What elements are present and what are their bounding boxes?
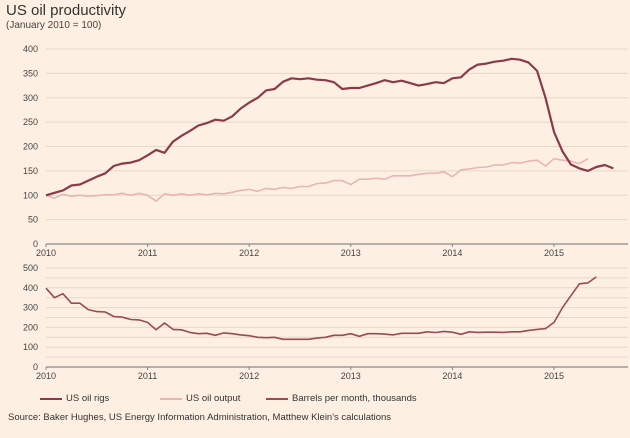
x-tick-label: 2014 [442,371,462,381]
y-tick-label: 250 [23,117,38,127]
series-line-barrels-per-month-thousands [45,276,597,341]
y-tick-label: 150 [23,166,38,176]
x-tick-label: 2015 [544,248,564,258]
x-tick-label: 2012 [239,248,259,258]
x-tick-label: 2010 [36,248,56,258]
y-tick-label: 300 [23,93,38,103]
y-tick-label: 400 [23,44,38,54]
x-tick-label: 2011 [138,371,157,381]
x-tick-label: 2013 [341,371,361,381]
legend-swatch [160,397,182,400]
x-tick-label: 2011 [138,248,157,258]
legend-label: US oil rigs [66,393,110,404]
chart-title: US oil productivity [6,2,127,19]
x-tick-label: 2015 [544,371,564,381]
x-tick-label: 2013 [341,248,361,258]
bottom-chart-grid [46,267,628,358]
y-tick-label: 500 [23,263,38,273]
y-tick-label: 100 [23,342,38,352]
y-tick-label: 300 [23,303,38,313]
series-line-us-oil-rigs [45,57,614,197]
bottom-chart-lines [45,276,597,341]
bottom-chart-axis: 0 100 200 300 400 500 2010 2011 2012 2013 2014 2015 [23,263,628,381]
series-line-us-oil-output [45,157,589,202]
y-tick-label: 100 [23,190,38,200]
x-tick-label: 2014 [442,248,462,258]
x-tick-label: 2010 [36,371,56,381]
legend-item-us-oil-output: US oil output [160,393,240,404]
top-chart-grid [46,48,628,221]
y-tick-label: 200 [23,142,38,152]
y-tick-label: 350 [23,68,38,78]
source-note: Source: Baker Hughes, US Energy Informat… [8,412,392,423]
legend-label: US oil output [186,393,241,404]
y-tick-label: 0 [33,362,38,372]
y-tick-label: 400 [23,283,38,293]
y-tick-label: 200 [23,322,38,332]
legend-item-barrels-per-month: Barrels per month, thousands [266,393,417,404]
legend-swatch [266,397,288,400]
top-chart-lines [45,57,614,202]
x-tick-label: 2012 [239,371,259,381]
chart-subtitle: (January 2010 = 100) [6,20,102,31]
legend-swatch [40,397,62,400]
legend-label: Barrels per month, thousands [292,393,417,404]
y-tick-label: 50 [28,215,38,225]
top-chart-axis: 0 50 100 150 200 250 300 350 400 2010 2011 2012 2013… [23,44,628,258]
legend-item-us-oil-rigs: US oil rigs [40,393,109,404]
y-tick-label: 0 [33,239,38,249]
